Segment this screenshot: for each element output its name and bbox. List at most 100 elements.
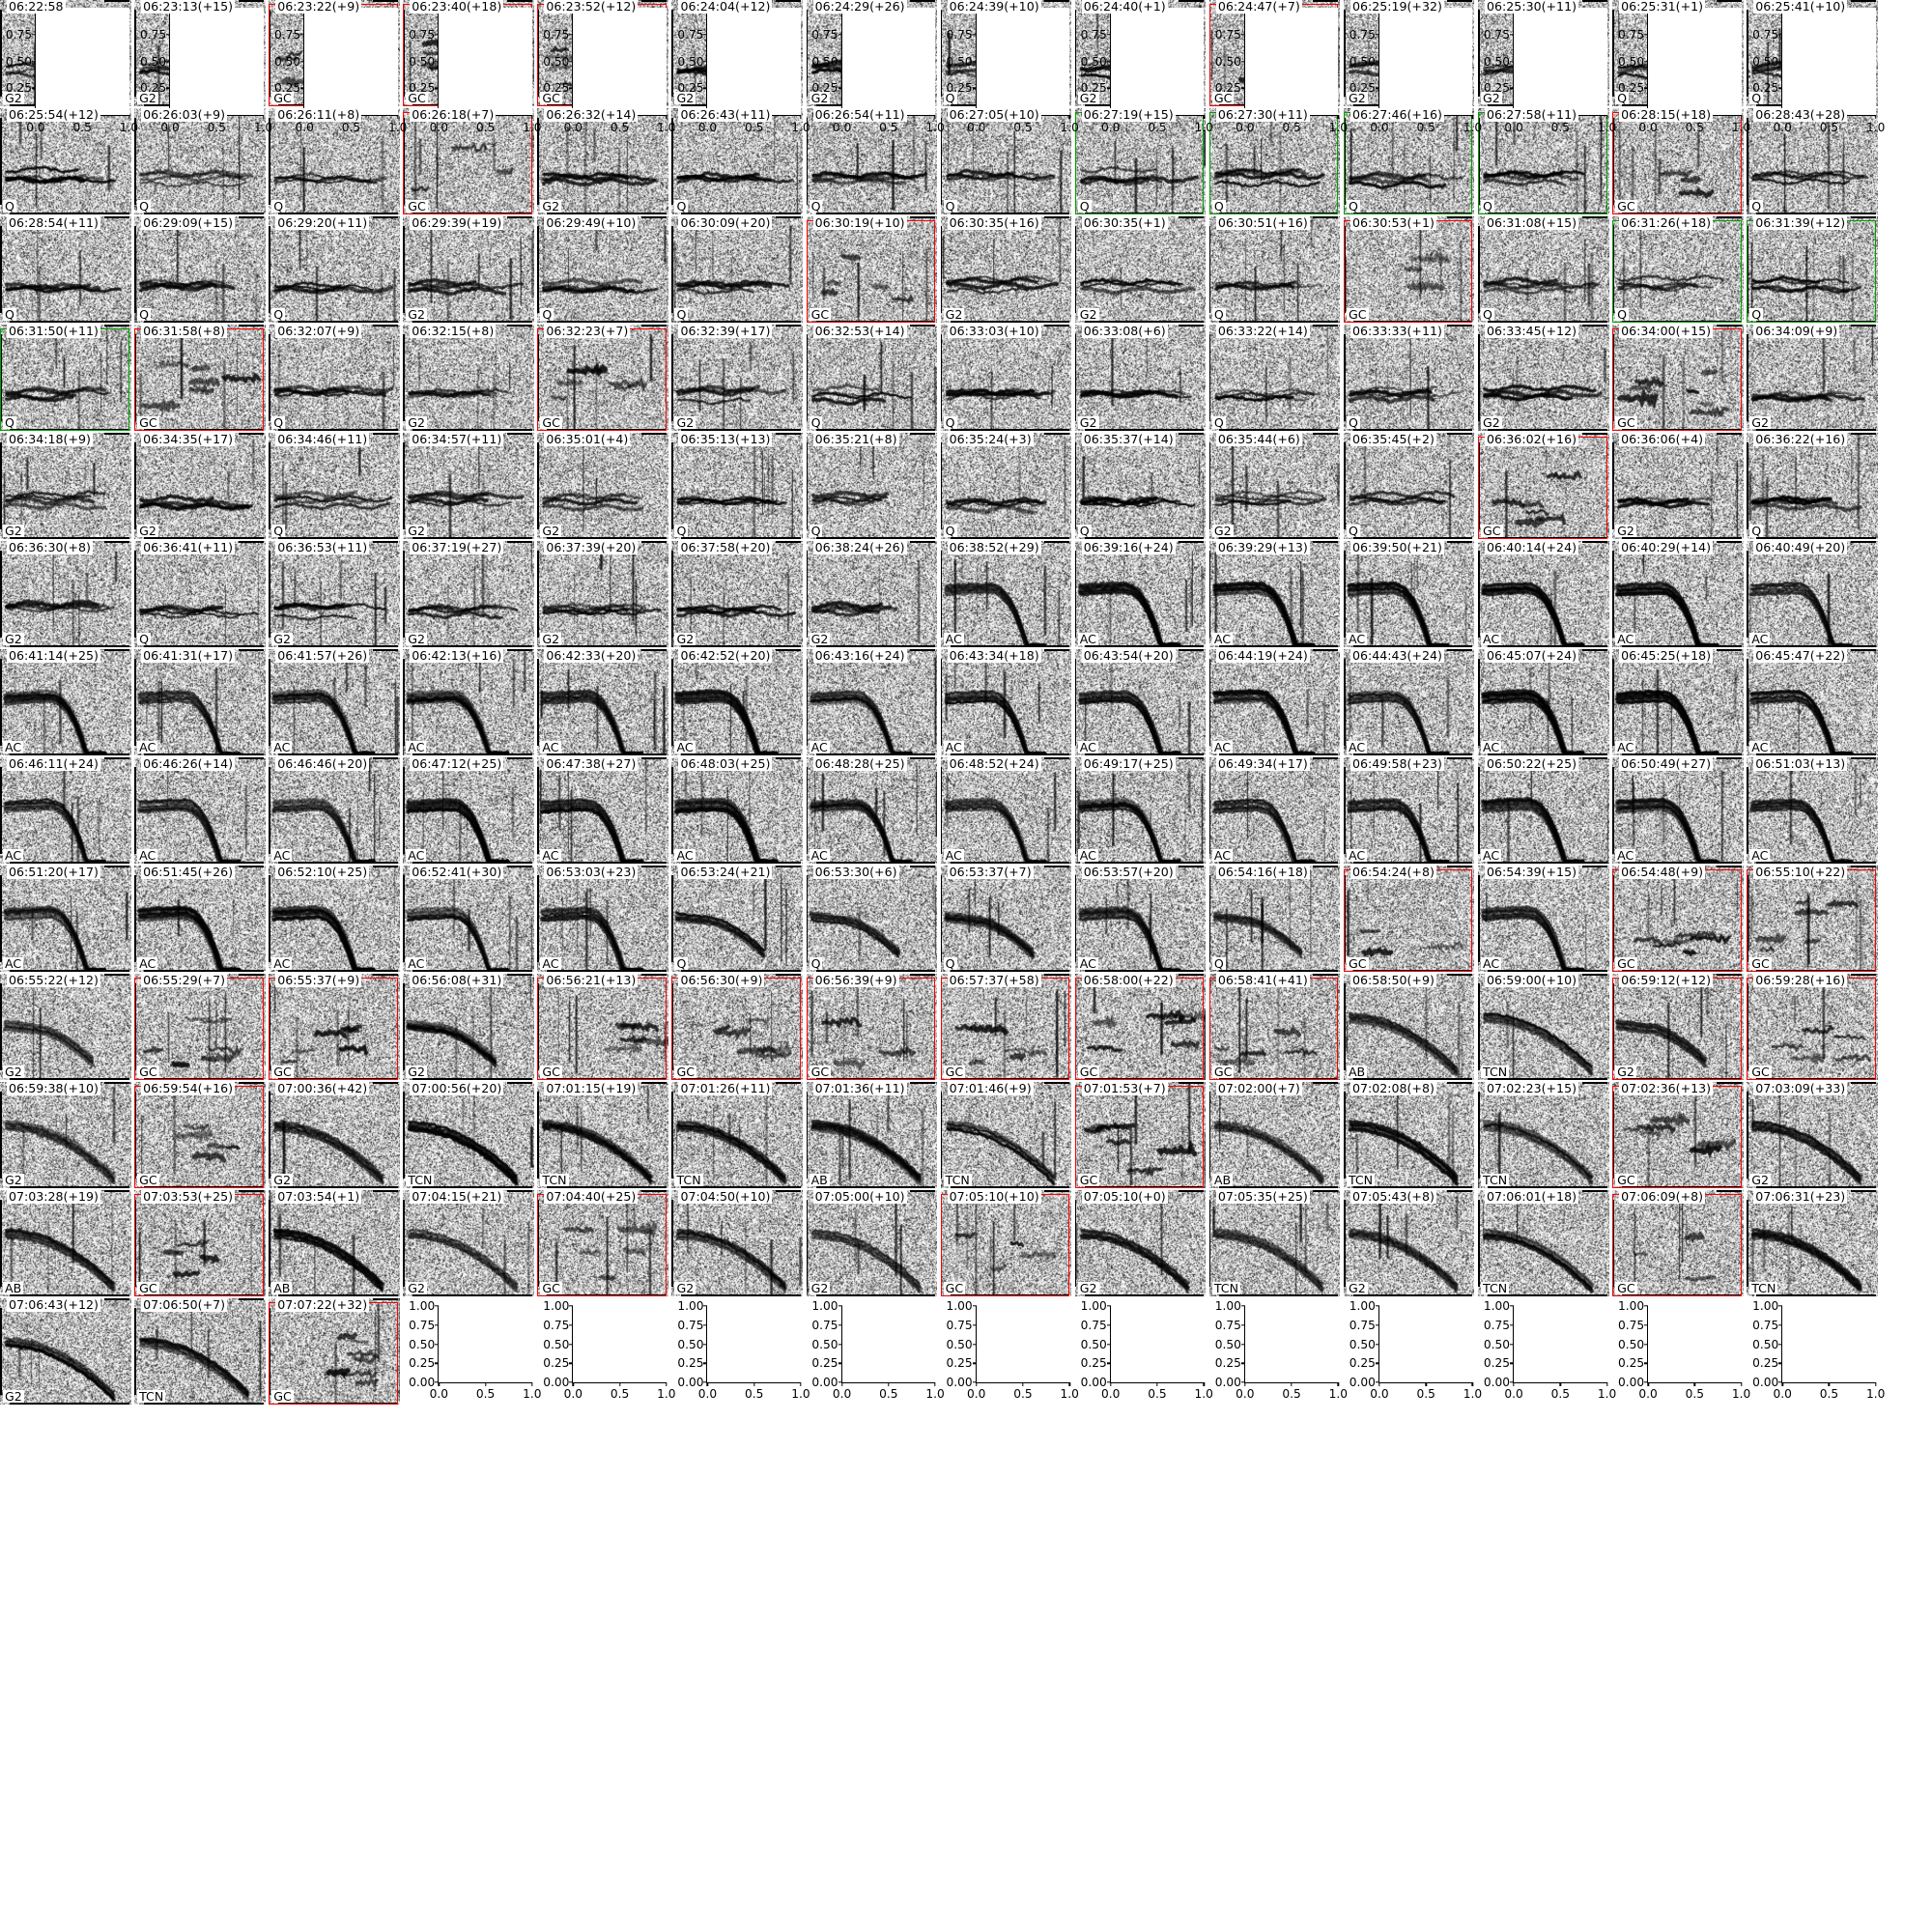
spectrogram-panel[interactable]: 06:57:37(+58) GC: [940, 974, 1072, 1080]
spectrogram-panel[interactable]: 06:33:08(+6) G2: [1074, 325, 1207, 431]
spectrogram-panel[interactable]: 07:05:43(+8) G2: [1343, 1190, 1475, 1296]
spectrogram-panel[interactable]: 06:31:26(+18) Q: [1612, 216, 1744, 323]
spectrogram-panel[interactable]: 06:43:16(+24) AC: [806, 649, 938, 755]
spectrogram-panel[interactable]: 06:29:09(+15) Q: [134, 216, 266, 323]
spectrogram-panel[interactable]: 06:40:49(+20) AC: [1747, 541, 1878, 647]
spectrogram-panel[interactable]: 07:03:53(+25) GC: [134, 1190, 266, 1296]
spectrogram-panel[interactable]: 06:31:39(+12) Q: [1747, 216, 1878, 323]
spectrogram-panel[interactable]: 06:28:43(+28) Q: [1747, 108, 1878, 214]
spectrogram-panel[interactable]: 06:48:03(+25) AC: [671, 757, 803, 864]
spectrogram-panel[interactable]: 06:25:54(+12) Q: [0, 108, 131, 214]
spectrogram-panel[interactable]: 06:53:57(+20) AC: [1074, 866, 1207, 972]
spectrogram-panel[interactable]: 06:27:19(+15) Q: [1074, 108, 1207, 214]
spectrogram-panel[interactable]: 06:54:16(+18) Q: [1208, 866, 1341, 972]
spectrogram-panel[interactable]: 06:53:30(+6) Q: [806, 866, 938, 972]
spectrogram-panel[interactable]: 06:27:58(+11) Q: [1478, 108, 1609, 214]
spectrogram-panel[interactable]: 06:55:37(+9) GC: [269, 974, 400, 1080]
spectrogram-panel[interactable]: 07:01:15(+19) TCN: [537, 1082, 668, 1188]
spectrogram-panel[interactable]: 06:34:57(+11) G2: [403, 433, 534, 539]
spectrogram-panel[interactable]: 06:52:41(+30) AC: [403, 866, 534, 972]
spectrogram-panel[interactable]: 06:36:41(+11) Q: [134, 541, 266, 647]
spectrogram-panel[interactable]: 06:27:05(+10) Q: [940, 108, 1072, 214]
spectrogram-panel[interactable]: 06:56:08(+31) G2: [403, 974, 534, 1080]
spectrogram-panel[interactable]: 06:45:07(+24) AC: [1478, 649, 1609, 755]
spectrogram-panel[interactable]: 06:33:33(+11) Q: [1343, 325, 1475, 431]
spectrogram-panel[interactable]: 06:59:28(+16) GC: [1747, 974, 1878, 1080]
spectrogram-panel[interactable]: 06:42:13(+16) AC: [403, 649, 534, 755]
spectrogram-panel[interactable]: 06:58:50(+9) AB: [1343, 974, 1475, 1080]
spectrogram-panel[interactable]: 06:29:39(+19) G2: [403, 216, 534, 323]
spectrogram-panel[interactable]: 07:06:43(+12) G2: [0, 1298, 131, 1405]
spectrogram-panel[interactable]: 06:30:19(+10) GC: [806, 216, 938, 323]
spectrogram-panel[interactable]: 07:06:50(+7) TCN: [134, 1298, 266, 1405]
spectrogram-panel[interactable]: 06:53:24(+21) Q: [671, 866, 803, 972]
spectrogram-panel[interactable]: 06:34:35(+17) G2: [134, 433, 266, 539]
spectrogram-panel[interactable]: 07:01:36(+11) AB: [806, 1082, 938, 1188]
spectrogram-panel[interactable]: 06:29:49(+10) Q: [537, 216, 668, 323]
spectrogram-panel[interactable]: 06:36:06(+4) G2: [1612, 433, 1744, 539]
spectrogram-panel[interactable]: 06:30:35(+16) G2: [940, 216, 1072, 323]
spectrogram-panel[interactable]: 06:34:46(+11) Q: [269, 433, 400, 539]
spectrogram-panel[interactable]: 06:43:54(+20) AC: [1074, 649, 1207, 755]
spectrogram-panel[interactable]: 06:51:03(+13) AC: [1747, 757, 1878, 864]
spectrogram-panel[interactable]: 06:53:37(+7) Q: [940, 866, 1072, 972]
spectrogram-panel[interactable]: 06:50:22(+25) AC: [1478, 757, 1609, 864]
spectrogram-panel[interactable]: 06:27:30(+11) Q: [1208, 108, 1341, 214]
spectrogram-panel[interactable]: 06:36:53(+11) G2: [269, 541, 400, 647]
spectrogram-panel[interactable]: 06:35:21(+8) Q: [806, 433, 938, 539]
spectrogram-panel[interactable]: 06:54:24(+8) GC: [1343, 866, 1475, 972]
spectrogram-panel[interactable]: 06:59:12(+12) G2: [1612, 974, 1744, 1080]
spectrogram-panel[interactable]: 06:30:53(+1) GC: [1343, 216, 1475, 323]
spectrogram-panel[interactable]: 06:30:35(+1) G2: [1074, 216, 1207, 323]
spectrogram-panel[interactable]: 06:36:02(+16) GC: [1478, 433, 1609, 539]
spectrogram-panel[interactable]: 06:38:24(+26) G2: [806, 541, 938, 647]
spectrogram-panel[interactable]: 06:41:14(+25) AC: [0, 649, 131, 755]
spectrogram-panel[interactable]: 07:04:15(+21) G2: [403, 1190, 534, 1296]
spectrogram-panel[interactable]: 06:26:54(+11) Q: [806, 108, 938, 214]
spectrogram-panel[interactable]: 06:40:14(+24) AC: [1478, 541, 1609, 647]
spectrogram-panel[interactable]: 07:01:26(+11) TCN: [671, 1082, 803, 1188]
spectrogram-panel[interactable]: 06:28:54(+11) Q: [0, 216, 131, 323]
spectrogram-panel[interactable]: 06:38:52(+29) AC: [940, 541, 1072, 647]
spectrogram-panel[interactable]: 06:39:16(+24) AC: [1074, 541, 1207, 647]
spectrogram-panel[interactable]: 06:55:10(+22) GC: [1747, 866, 1878, 972]
spectrogram-panel[interactable]: 06:49:34(+17) AC: [1208, 757, 1341, 864]
spectrogram-panel[interactable]: 06:32:23(+7) GC: [537, 325, 668, 431]
spectrogram-panel[interactable]: 07:04:50(+10) G2: [671, 1190, 803, 1296]
spectrogram-panel[interactable]: 07:02:23(+15) TCN: [1478, 1082, 1609, 1188]
spectrogram-panel[interactable]: 06:44:19(+24) AC: [1208, 649, 1341, 755]
spectrogram-panel[interactable]: 06:35:44(+6) G2: [1208, 433, 1341, 539]
spectrogram-panel[interactable]: 06:26:18(+7) GC: [403, 108, 534, 214]
spectrogram-panel[interactable]: 06:59:38(+10) G2: [0, 1082, 131, 1188]
spectrogram-panel[interactable]: 07:02:08(+8) TCN: [1343, 1082, 1475, 1188]
spectrogram-panel[interactable]: 06:37:19(+27) G2: [403, 541, 534, 647]
spectrogram-panel[interactable]: 06:26:43(+11) Q: [671, 108, 803, 214]
spectrogram-panel[interactable]: 06:48:52(+24) AC: [940, 757, 1072, 864]
spectrogram-panel[interactable]: 06:32:07(+9) Q: [269, 325, 400, 431]
spectrogram-panel[interactable]: 06:53:03(+23) AC: [537, 866, 668, 972]
spectrogram-panel[interactable]: 07:07:22(+32) GC: [269, 1298, 400, 1405]
spectrogram-panel[interactable]: 06:35:37(+14) Q: [1074, 433, 1207, 539]
spectrogram-panel[interactable]: 06:32:53(+14) Q: [806, 325, 938, 431]
spectrogram-panel[interactable]: 06:31:58(+8) GC: [134, 325, 266, 431]
spectrogram-panel[interactable]: 06:40:29(+14) AC: [1612, 541, 1744, 647]
spectrogram-panel[interactable]: 06:55:29(+7) GC: [134, 974, 266, 1080]
spectrogram-panel[interactable]: 06:39:50(+21) AC: [1343, 541, 1475, 647]
spectrogram-panel[interactable]: 06:30:09(+20) Q: [671, 216, 803, 323]
spectrogram-panel[interactable]: 06:33:22(+14) Q: [1208, 325, 1341, 431]
spectrogram-panel[interactable]: 06:34:09(+9) G2: [1747, 325, 1878, 431]
spectrogram-panel[interactable]: 06:52:10(+25) AC: [269, 866, 400, 972]
spectrogram-panel[interactable]: 06:35:13(+13) Q: [671, 433, 803, 539]
spectrogram-panel[interactable]: 06:34:00(+15) GC: [1612, 325, 1744, 431]
spectrogram-panel[interactable]: 06:50:49(+27) AC: [1612, 757, 1744, 864]
spectrogram-panel[interactable]: 06:45:25(+18) AC: [1612, 649, 1744, 755]
spectrogram-panel[interactable]: 06:30:51(+16) Q: [1208, 216, 1341, 323]
spectrogram-panel[interactable]: 06:32:15(+8) G2: [403, 325, 534, 431]
spectrogram-panel[interactable]: 06:44:43(+24) AC: [1343, 649, 1475, 755]
spectrogram-panel[interactable]: 06:47:38(+27) AC: [537, 757, 668, 864]
spectrogram-panel[interactable]: 07:02:00(+7) AB: [1208, 1082, 1341, 1188]
spectrogram-panel[interactable]: 06:51:45(+26) AC: [134, 866, 266, 972]
spectrogram-panel[interactable]: 06:26:11(+8) Q: [269, 108, 400, 214]
spectrogram-panel[interactable]: 06:49:17(+25) AC: [1074, 757, 1207, 864]
spectrogram-panel[interactable]: 07:03:28(+19) AB: [0, 1190, 131, 1296]
